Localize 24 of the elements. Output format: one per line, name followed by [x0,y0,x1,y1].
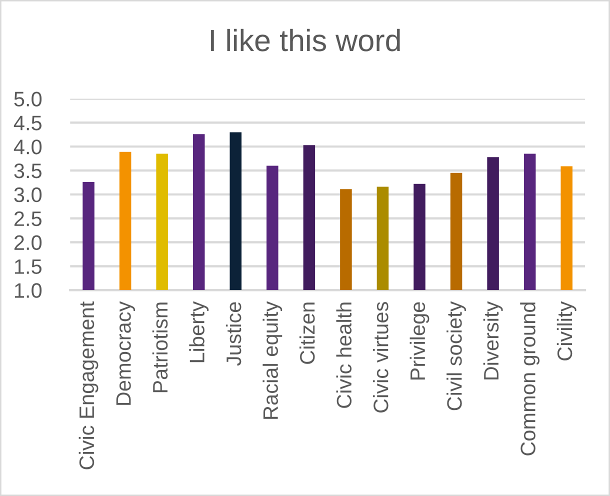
y-tick-label: 1.0 [15,283,42,298]
y-tick-label: 1.5 [15,259,42,274]
x-tick-label: Liberty [189,301,209,362]
x-tick-label: Racial equity [262,301,282,419]
x-tick-label: Privilege [410,302,430,380]
y-tick-label: 4.5 [14,116,42,130]
y-tick-label: 4.0 [14,140,42,154]
x-tick-label: Democracy [116,301,136,405]
x-tick-label: Citizen [299,302,315,364]
y-tick-label: 5.0 [14,92,42,106]
x-tick-label: Civic health [336,302,352,408]
x-tick-label: Common ground [520,302,540,456]
y-tick-label: 3.0 [14,187,42,202]
y-tick-label: 2.0 [14,235,42,250]
y-tick-label: 2.5 [14,211,42,226]
x-tick-label: Patriotism [152,302,168,392]
x-tick-label: Civility [556,301,576,360]
x-tick-label: Civil society [446,301,466,410]
x-tick-label: Diversity [483,301,503,380]
x-tick-label: Civic virtues [373,302,388,412]
y-tick-label: 3.5 [14,164,42,178]
x-tick-label: Civic Engagement [78,301,98,470]
x-tick-label: Justice [226,302,242,366]
chart-title: I like this word [211,28,400,52]
